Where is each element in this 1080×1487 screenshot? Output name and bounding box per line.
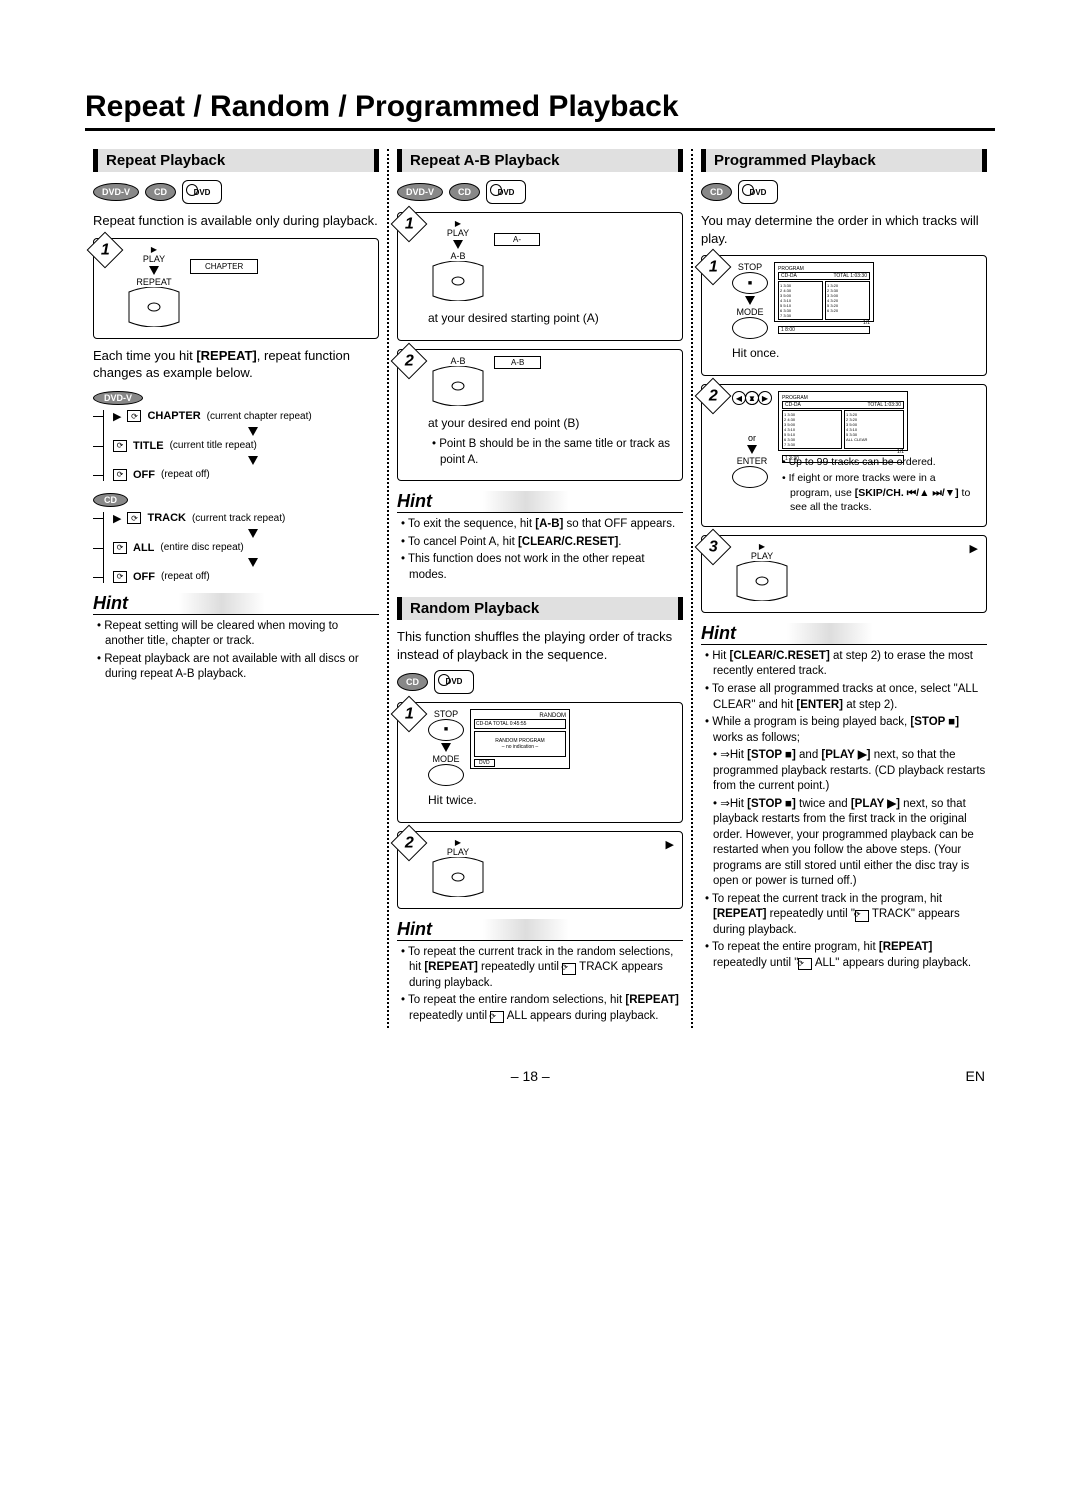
cd-oval: CD [93, 493, 128, 507]
screen-preview: RANDOM CD-DA TOTAL 0:45:55 RANDOM PROGRA… [470, 709, 570, 769]
hint-heading: Hint [397, 919, 683, 941]
remote-icon [732, 561, 792, 601]
step-box: 1 STOP ■ MODE PROGRAM CD-DATOTAL 1:03:30 [701, 255, 987, 376]
hint-list: To exit the sequence, hit [A-B] so that … [397, 517, 683, 583]
remote-icon [124, 287, 184, 327]
step-box: 1 STOP ■ MODE RANDOM CD-DA TOTAL 0:45 [397, 702, 683, 823]
hint-heading: Hint [701, 623, 987, 645]
section-programmed: Programmed Playback [701, 149, 987, 172]
chapter-chip: CHAPTER [190, 259, 258, 274]
mode-row: ▶ ⟳ CHAPTER (current chapter repeat) [103, 410, 379, 423]
mode-row: ⟳ TITLE (current title repeat) [103, 440, 379, 452]
remote-icon [428, 857, 488, 897]
page-lang: EN [966, 1068, 985, 1084]
mode-row: ⟳ ALL (entire disc repeat) [103, 542, 379, 554]
step-number: 1 [87, 231, 124, 268]
section-random: Random Playback [397, 597, 683, 620]
step-box: 2 ▶ PLAY ▶ [397, 831, 683, 909]
prog-intro: You may determine the order in which tra… [701, 212, 987, 247]
random-intro: This function shuffles the playing order… [397, 628, 683, 663]
page-title: Repeat / Random / Programmed Playback [85, 90, 995, 131]
dvd-badge: DVD-V [93, 183, 139, 201]
step-box: 3 ▶ PLAY ▶ [701, 535, 987, 613]
cd-badge: CD [145, 183, 176, 201]
remote-icon [428, 261, 488, 301]
mp3-badge: DVD [486, 180, 526, 204]
step-box: 2 A-B A-B at your desired end point (B) … [397, 349, 683, 481]
page-number: – 18 – [511, 1068, 550, 1084]
dvd-badge: DVD-V [397, 183, 443, 201]
section-ab: Repeat A-B Playback [397, 149, 683, 172]
repeat-desc: Each time you hit [REPEAT], repeat funct… [93, 347, 379, 382]
step-box: 1 ▶ PLAY A-B A- at yo [397, 212, 683, 341]
screen-preview: PROGRAM CD-DATOTAL 1:03:30 1 3:302 4:303… [778, 391, 908, 451]
dpad-icon: ▲ ◀ ▶ ▼ [732, 391, 772, 431]
cd-badge: CD [397, 673, 428, 691]
screen-preview: PROGRAM CD-DATOTAL 1:03:30 1 3:302 4:303… [774, 262, 874, 322]
hint-heading: Hint [397, 491, 683, 513]
mode-row: ⟳ OFF (repeat off) [103, 469, 379, 481]
mode-row: ⟳ OFF (repeat off) [103, 571, 379, 583]
step-box: 1 ▶ PLAY REPEAT CHAPTER [93, 238, 379, 339]
hint-heading: Hint [93, 593, 379, 615]
hint-list: Hit [CLEAR/C.RESET] at step 2) to erase … [701, 649, 987, 971]
dvd-oval: DVD-V [93, 391, 143, 405]
repeat-label: REPEAT [124, 277, 184, 287]
mp3-badge: DVD [434, 670, 474, 694]
step-box: 2 ▲ ◀ ▶ ▼ or ENTER [701, 384, 987, 527]
mp3-badge: DVD [182, 180, 222, 204]
play-label: PLAY [124, 254, 184, 264]
intro-text: Repeat function is available only during… [93, 212, 379, 230]
hint-list: Repeat setting will be cleared when movi… [93, 619, 379, 683]
mode-row: ▶ ⟳ TRACK (current track repeat) [103, 512, 379, 525]
cd-badge: CD [701, 183, 732, 201]
hint-list: To repeat the current track in the rando… [397, 945, 683, 1025]
cd-badge: CD [449, 183, 480, 201]
mp3-badge: DVD [738, 180, 778, 204]
remote-icon [428, 366, 488, 406]
section-repeat: Repeat Playback [93, 149, 379, 172]
